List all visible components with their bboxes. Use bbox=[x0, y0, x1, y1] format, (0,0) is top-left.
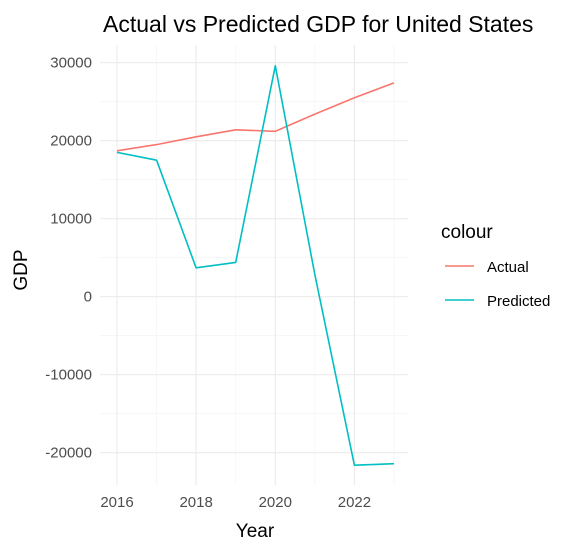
y-tick-label: -20000 bbox=[45, 445, 92, 462]
legend-label-predicted: Predicted bbox=[487, 293, 550, 310]
y-tick-label: 10000 bbox=[50, 211, 92, 228]
x-tick-label: 2018 bbox=[179, 494, 212, 511]
y-tick-labels: -20000 -10000 0 10000 20000 30000 bbox=[45, 55, 92, 462]
legend-label-actual: Actual bbox=[487, 259, 529, 276]
y-tick-label: 20000 bbox=[50, 133, 92, 150]
legend: colour Actual Predicted bbox=[441, 222, 550, 310]
x-tick-label: 2020 bbox=[259, 494, 292, 511]
grid bbox=[100, 45, 408, 485]
series-lines bbox=[116, 65, 395, 467]
x-tick-label: 2016 bbox=[100, 494, 133, 511]
x-axis-title: Year bbox=[236, 521, 275, 542]
y-tick-label: 0 bbox=[84, 289, 92, 306]
x-tick-label: 2022 bbox=[338, 494, 371, 511]
y-axis-title: GDP bbox=[11, 249, 32, 290]
legend-title: colour bbox=[441, 222, 493, 243]
series-line-predicted bbox=[116, 65, 395, 467]
series-line-actual bbox=[116, 82, 395, 152]
y-tick-label: 30000 bbox=[50, 55, 92, 72]
chart-title: Actual vs Predicted GDP for United State… bbox=[103, 11, 533, 37]
y-tick-label: -10000 bbox=[45, 367, 92, 384]
x-tick-labels: 2016 2018 2020 2022 bbox=[100, 494, 371, 511]
